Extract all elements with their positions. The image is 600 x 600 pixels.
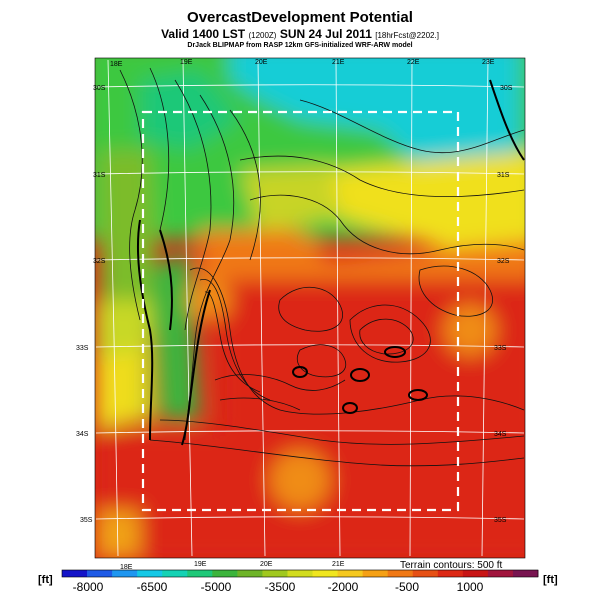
colorbar-label-6: 1000 (456, 580, 484, 594)
lat-label-right-1: 31S (497, 172, 510, 179)
colorbar-unit-right: [ft] (543, 574, 558, 586)
overcast-field (95, 58, 525, 558)
colorbar-label-4: -2000 (327, 580, 359, 594)
colorbar-swatch (212, 570, 238, 577)
ridge-contours (137, 79, 525, 446)
colorbar-swatch (437, 570, 464, 577)
valid-time: Valid 1400 LST (161, 27, 246, 41)
lon-label-bottom-0: 18E (120, 564, 133, 571)
colorbar-outline (61, 569, 539, 578)
colorbar-swatch (412, 570, 439, 577)
colorbar-swatch (512, 570, 539, 577)
colorbar-swatch (162, 570, 188, 577)
lat-label-right-3: 33S (494, 345, 507, 352)
lat-label-left-3: 33S (76, 345, 89, 352)
lon-label-top-5: 23E (482, 59, 495, 66)
colorbar-swatch (237, 570, 263, 577)
colorbar-swatch (87, 570, 113, 577)
colorbar-swatch (137, 570, 163, 577)
colorbar-label-0: -8000 (72, 580, 104, 594)
colorbar-label-1: -6500 (136, 580, 168, 594)
terrain-contours (119, 67, 525, 467)
colorbar-swatch (312, 570, 338, 577)
colorbar-swatch (62, 570, 88, 577)
map-frame (94, 57, 526, 559)
map-title: OvercastDevelopment Potential (187, 9, 413, 26)
lon-label-top-0: 18E (110, 61, 123, 68)
model-credit: DrJack BLIPMAP from RASP 12km GFS-initia… (187, 42, 413, 49)
lon-label-top-1: 19E (180, 59, 193, 66)
lat-lon-grid (95, 59, 525, 557)
lon-label-bottom-3: 21E (332, 561, 345, 568)
forecast-tag: [18hrFcst@2202.] (375, 31, 439, 40)
lat-label-right-0: 30S (500, 85, 513, 92)
colorbar-swatch (262, 570, 288, 577)
valid-date: SUN 24 Jul 2011 (279, 27, 372, 41)
lat-label-right-2: 32S (497, 258, 510, 265)
colorbar-unit-left: [ft] (38, 574, 53, 586)
lon-label-top-2: 20E (255, 59, 268, 66)
lat-label-right-4: 34S (494, 431, 507, 438)
lat-label-left-1: 31S (93, 172, 106, 179)
colorbar-label-2: -5000 (200, 580, 232, 594)
lon-label-top-3: 21E (332, 59, 345, 66)
colorbar-swatch (187, 570, 213, 577)
colorbar-swatch (487, 570, 514, 577)
lat-label-left-5: 35S (80, 517, 93, 524)
lat-label-left-0: 30S (93, 85, 106, 92)
lon-label-bottom-1: 19E (194, 561, 207, 568)
lat-label-right-5: 35S (494, 517, 507, 524)
inner-domain-box (141, 110, 460, 512)
colorbar-swatch (462, 570, 489, 577)
colorbar-label-5: -500 (394, 580, 420, 594)
lat-label-left-4: 34S (76, 431, 89, 438)
lon-label-bottom-2: 20E (260, 561, 273, 568)
valid-time-line: Valid 1400 LST (1200Z) SUN 24 Jul 2011 [… (0, 27, 600, 41)
colorbar-label-3: -3500 (264, 580, 296, 594)
colorbar-swatch (362, 570, 389, 577)
colorbar-swatch (112, 570, 138, 577)
colorbar-swatch (287, 570, 313, 577)
utc-time: (1200Z) (248, 31, 277, 40)
terrain-contour-note: Terrain contours: 500 ft (400, 560, 503, 571)
colorbar-swatch (337, 570, 364, 577)
colorbar (61, 569, 539, 578)
lon-label-top-4: 22E (407, 59, 420, 66)
lat-label-left-2: 32S (93, 258, 106, 265)
colorbar-swatch (387, 570, 414, 577)
